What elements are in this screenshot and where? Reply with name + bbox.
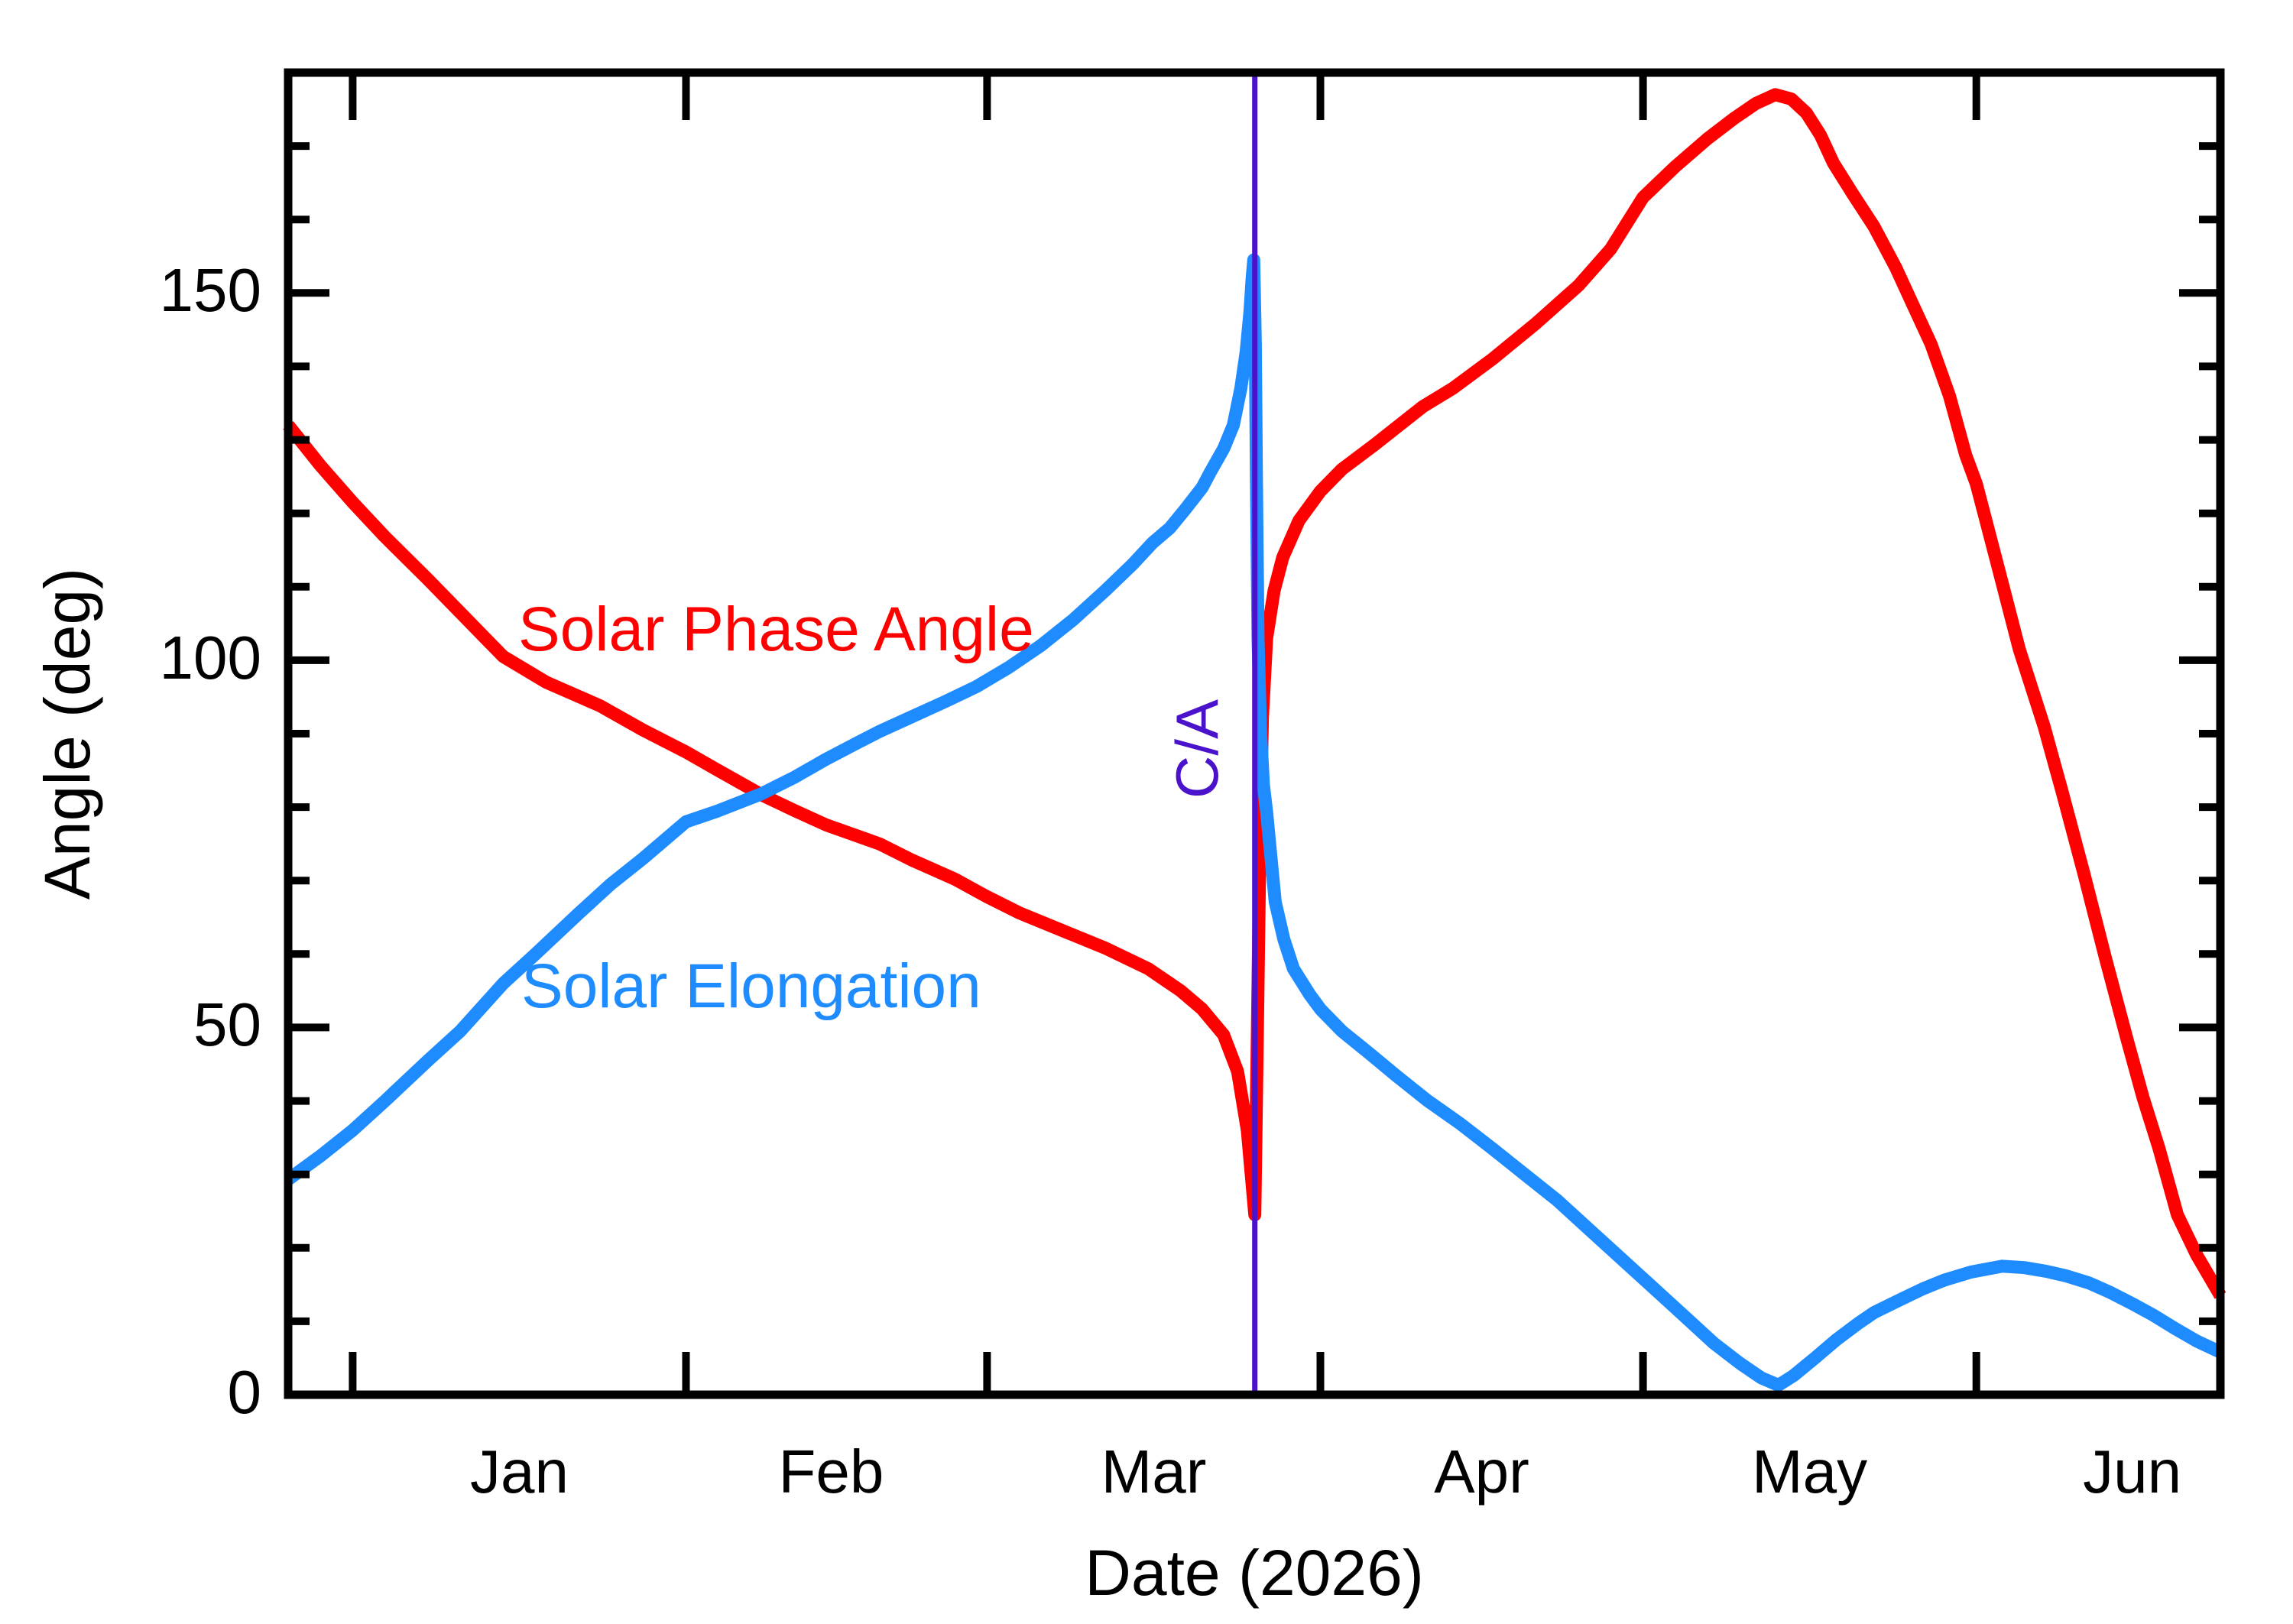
x-tick-label-feb: Feb: [778, 1438, 884, 1506]
solar-phase-angle-label: Solar Phase Angle: [518, 595, 1034, 664]
x-tick-label-jun: Jun: [2083, 1438, 2182, 1506]
y-tick-label-100: 100: [159, 623, 261, 692]
axis-ticks: [288, 73, 2220, 1399]
y-tick-label-0: 0: [227, 1357, 262, 1426]
x-tick-label-may: May: [1752, 1438, 1868, 1506]
solar-elongation-curve: [284, 253, 2223, 1392]
y-tick-label-150: 150: [159, 256, 261, 325]
x-tick-label-jan: Jan: [469, 1438, 569, 1506]
solar-elongation-label: Solar Elongation: [521, 951, 981, 1021]
x-tick-label-mar: Mar: [1101, 1438, 1207, 1506]
solar-phase-angle-curve: [283, 88, 2227, 1299]
plot-frame: [284, 68, 2225, 1399]
y-tick-label-50: 50: [193, 990, 261, 1059]
close-approach-label: C/A: [1163, 699, 1231, 799]
y-axis-title: Angle (deg): [31, 567, 103, 900]
x-axis-title: Date (2026): [1085, 1537, 1424, 1609]
x-tick-label-apr: Apr: [1434, 1438, 1529, 1506]
